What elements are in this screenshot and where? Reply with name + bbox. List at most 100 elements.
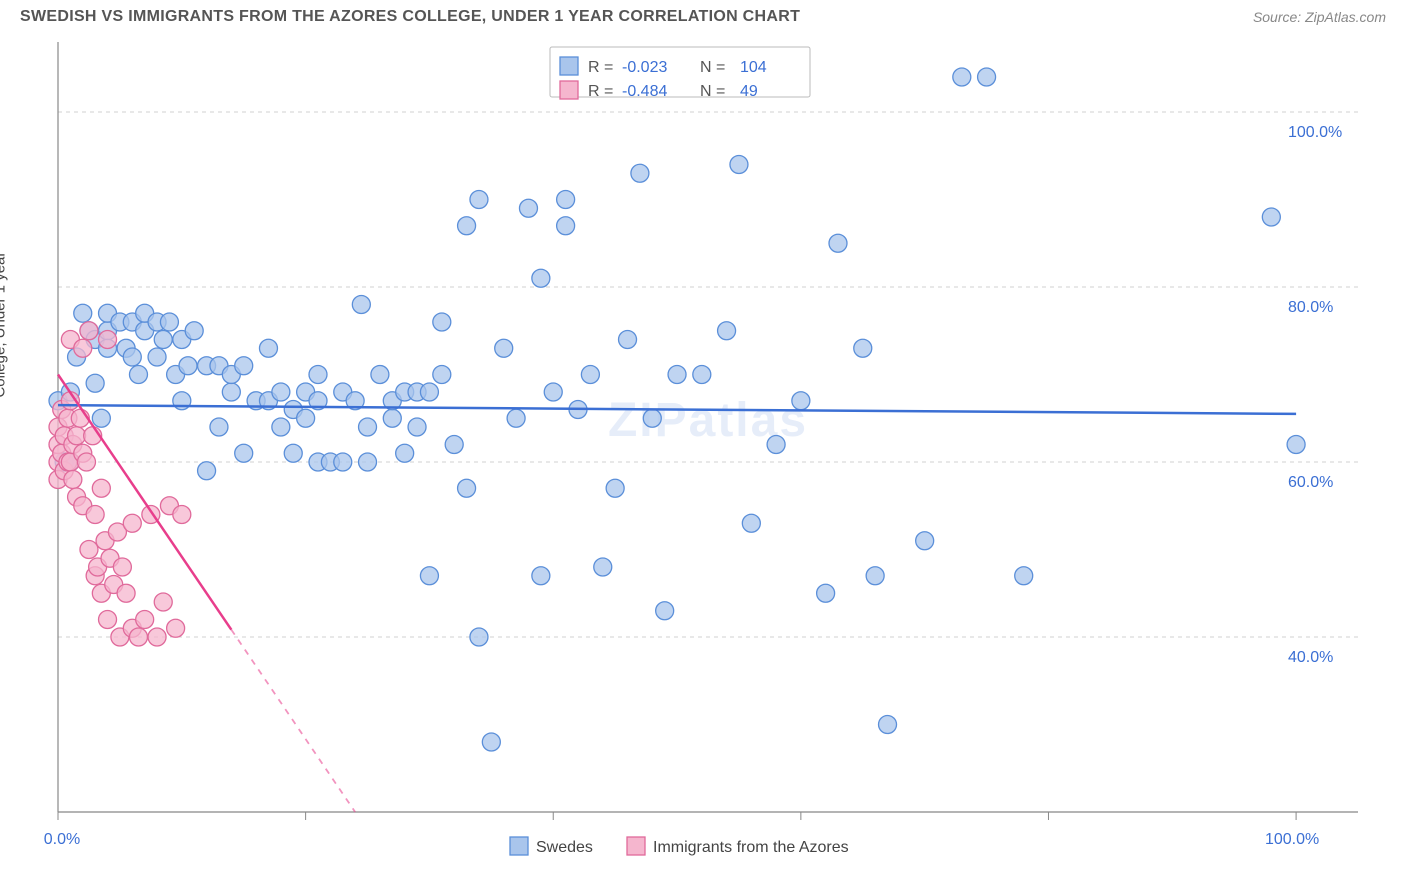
scatter-chart: 40.0%60.0%80.0%100.0%ZIPatlas0.0%100.0%R… <box>10 42 1396 882</box>
azores-point <box>92 479 110 497</box>
azores-point <box>154 593 172 611</box>
legend-n-label: N = <box>700 83 725 100</box>
legend-n-label: N = <box>700 59 725 76</box>
swedes-point <box>879 716 897 734</box>
y-tick-label: 100.0% <box>1288 124 1342 141</box>
swedes-point <box>866 567 884 585</box>
swedes-point <box>767 436 785 454</box>
azores-point <box>68 427 86 445</box>
swedes-point <box>433 366 451 384</box>
swedes-point <box>854 339 872 357</box>
source-name: ZipAtlas.com <box>1305 9 1386 25</box>
swedes-point <box>656 602 674 620</box>
swedes-point <box>383 409 401 427</box>
azores-point <box>64 471 82 489</box>
azores-point <box>80 322 98 340</box>
x-tick-label: 0.0% <box>44 831 80 848</box>
legend-series-label: Swedes <box>536 839 593 856</box>
legend-r-value: -0.023 <box>622 59 667 76</box>
azores-point <box>136 611 154 629</box>
swedes-point <box>519 199 537 217</box>
swedes-point <box>742 514 760 532</box>
legend-r-label: R = <box>588 83 613 100</box>
swedes-point <box>210 418 228 436</box>
swedes-point <box>86 374 104 392</box>
swedes-point <box>235 444 253 462</box>
swedes-point <box>259 339 277 357</box>
chart-source: Source: ZipAtlas.com <box>1253 9 1386 25</box>
swedes-point <box>544 383 562 401</box>
swedes-point <box>916 532 934 550</box>
swedes-point <box>129 366 147 384</box>
swedes-point <box>408 418 426 436</box>
azores-trend-line-dash <box>231 630 355 812</box>
swedes-point <box>470 628 488 646</box>
swedes-point <box>148 348 166 366</box>
y-axis-title: College, Under 1 year <box>0 252 9 398</box>
azores-point <box>80 541 98 559</box>
azores-point <box>77 453 95 471</box>
legend-swatch <box>510 837 528 855</box>
swedes-point <box>829 234 847 252</box>
legend-swatch <box>627 837 645 855</box>
swedes-point <box>557 191 575 209</box>
legend-r-value: -0.484 <box>622 83 667 100</box>
swedes-point <box>817 584 835 602</box>
swedes-point <box>222 383 240 401</box>
swedes-point <box>179 357 197 375</box>
azores-point <box>86 506 104 524</box>
swedes-point <box>272 418 290 436</box>
legend-n-value: 49 <box>740 83 758 100</box>
swedes-point <box>185 322 203 340</box>
swedes-point <box>458 479 476 497</box>
azores-point <box>167 619 185 637</box>
legend-series-label: Immigrants from the Azores <box>653 839 849 856</box>
azores-point <box>74 339 92 357</box>
swedes-point <box>730 156 748 174</box>
swedes-point <box>495 339 513 357</box>
swedes-point <box>458 217 476 235</box>
swedes-point <box>482 733 500 751</box>
swedes-point <box>470 191 488 209</box>
swedes-point <box>235 357 253 375</box>
swedes-point <box>396 444 414 462</box>
swedes-point <box>1015 567 1033 585</box>
swedes-point <box>557 217 575 235</box>
y-tick-label: 60.0% <box>1288 474 1333 491</box>
swedes-point <box>978 68 996 86</box>
azores-point <box>99 331 117 349</box>
swedes-point <box>594 558 612 576</box>
swedes-point <box>352 296 370 314</box>
azores-point <box>129 628 147 646</box>
swedes-point <box>371 366 389 384</box>
swedes-point <box>606 479 624 497</box>
swedes-point <box>420 567 438 585</box>
y-tick-label: 80.0% <box>1288 299 1333 316</box>
chart-title: SWEDISH VS IMMIGRANTS FROM THE AZORES CO… <box>20 8 800 26</box>
swedes-point <box>693 366 711 384</box>
azores-point <box>123 514 141 532</box>
swedes-point <box>668 366 686 384</box>
azores-point <box>113 558 131 576</box>
swedes-point <box>334 453 352 471</box>
legend-swatch <box>560 57 578 75</box>
azores-point <box>173 506 191 524</box>
legend-r-label: R = <box>588 59 613 76</box>
swedes-point <box>581 366 599 384</box>
swedes-point <box>160 313 178 331</box>
source-prefix: Source: <box>1253 9 1305 25</box>
legend-n-value: 104 <box>740 59 767 76</box>
swedes-point <box>631 164 649 182</box>
swedes-point <box>359 453 377 471</box>
swedes-point <box>507 409 525 427</box>
swedes-point <box>1287 436 1305 454</box>
swedes-point <box>718 322 736 340</box>
swedes-point <box>309 366 327 384</box>
azores-point <box>117 584 135 602</box>
y-tick-label: 40.0% <box>1288 649 1333 666</box>
chart-container: College, Under 1 year 40.0%60.0%80.0%100… <box>10 42 1396 882</box>
swedes-point <box>74 304 92 322</box>
swedes-point <box>532 269 550 287</box>
swedes-point <box>92 409 110 427</box>
swedes-point <box>1262 208 1280 226</box>
